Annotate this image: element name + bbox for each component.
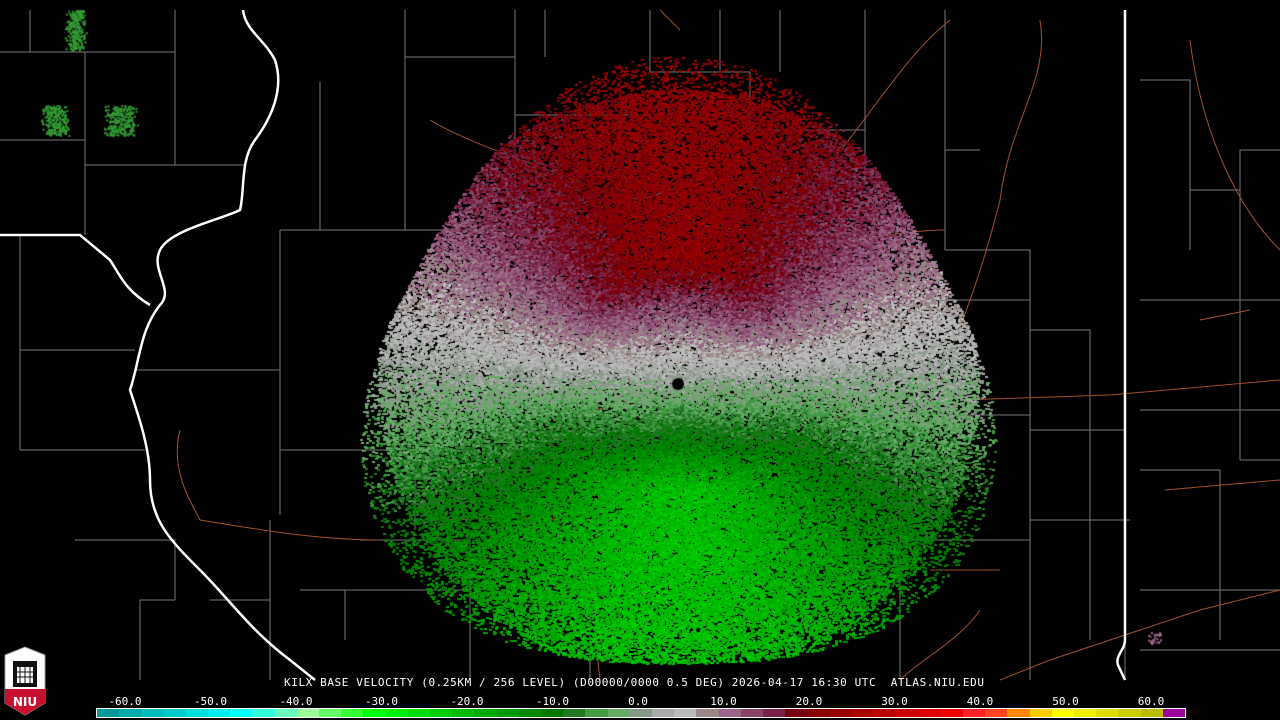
- colorbar-tick-label: -30.0: [364, 695, 399, 708]
- colorbar-tick-label: 0.0: [628, 695, 648, 708]
- colorbar-tick-label: 40.0: [966, 695, 994, 708]
- colorbar-swatch: [274, 709, 297, 717]
- colorbar-swatch: [696, 709, 719, 717]
- colorbar-swatch: [585, 709, 608, 717]
- colorbar-swatch: [541, 709, 564, 717]
- colorbar-swatch: [1140, 709, 1163, 717]
- colorbar-tick-label: 30.0: [881, 695, 908, 708]
- colorbar-swatch: [141, 709, 164, 717]
- colorbar-swatch: [407, 709, 431, 717]
- colorbar-tick-label: -50.0: [193, 695, 228, 708]
- colorbar-swatch: [940, 709, 963, 717]
- colorbar-swatch: [430, 709, 453, 717]
- colorbar-swatch: [97, 709, 120, 717]
- colorbar-swatch: [851, 709, 875, 717]
- colorbar-swatch: [474, 709, 497, 717]
- colorbar-tick-label: 60.0: [1137, 695, 1165, 708]
- colorbar-swatch: [319, 709, 342, 717]
- colorbar-swatch: [785, 709, 808, 717]
- colorbar-swatch: [119, 709, 142, 717]
- colorbar-swatch: [629, 709, 653, 717]
- colorbar-swatch: [607, 709, 630, 717]
- colorbar-swatch: [1096, 709, 1119, 717]
- colorbar-swatch: [896, 709, 919, 717]
- colorbar-swatch: [1073, 709, 1097, 717]
- colorbar-swatch: [829, 709, 852, 717]
- colorbar-swatch: [452, 709, 475, 717]
- colorbar-swatch: [962, 709, 986, 717]
- colorbar-tick-label: 10.0: [710, 695, 737, 708]
- colorbar-swatch: [1029, 709, 1052, 717]
- colorbar-swatch: [496, 709, 519, 717]
- colorbar-swatch: [341, 709, 364, 717]
- colorbar-swatch: [1162, 709, 1185, 717]
- colorbar-tick-label: -20.0: [450, 695, 484, 708]
- colorbar-swatch: [252, 709, 275, 717]
- colorbar-swatch: [874, 709, 897, 717]
- colorbar-swatch: [208, 709, 231, 717]
- colorbar-swatch: [1118, 709, 1141, 717]
- colorbar-tick-label: -60.0: [108, 695, 142, 708]
- colorbar-swatch: [163, 709, 186, 717]
- colorbar-swatch: [385, 709, 408, 717]
- colorbar-swatch: [296, 709, 320, 717]
- colorbar-swatch: [563, 709, 586, 717]
- colorbar-swatch: [807, 709, 830, 717]
- colorbar-swatch: [185, 709, 209, 717]
- velocity-colorbar: [96, 708, 1186, 718]
- colorbar-tick-label: -10.0: [535, 695, 570, 708]
- colorbar-swatch: [1007, 709, 1030, 717]
- colorbar-swatch: [740, 709, 764, 717]
- logo-text: NIU: [13, 695, 37, 709]
- colorbar-swatch: [363, 709, 386, 717]
- colorbar-swatch: [230, 709, 253, 717]
- colorbar-swatch: [918, 709, 941, 717]
- colorbar-swatch: [674, 709, 697, 717]
- colorbar-tick-label: 50.0: [1052, 695, 1079, 708]
- colorbar-tick-label: -40.0: [279, 695, 313, 708]
- colorbar-tick-label: 20.0: [795, 695, 823, 708]
- colorbar-swatch: [718, 709, 741, 717]
- colorbar-swatch: [1051, 709, 1074, 717]
- product-caption: KILX BASE VELOCITY (0.25KM / 256 LEVEL) …: [284, 676, 985, 689]
- colorbar-swatch: [985, 709, 1008, 717]
- colorbar-swatch: [652, 709, 675, 717]
- colorbar-swatch: [763, 709, 786, 717]
- colorbar-swatch: [518, 709, 542, 717]
